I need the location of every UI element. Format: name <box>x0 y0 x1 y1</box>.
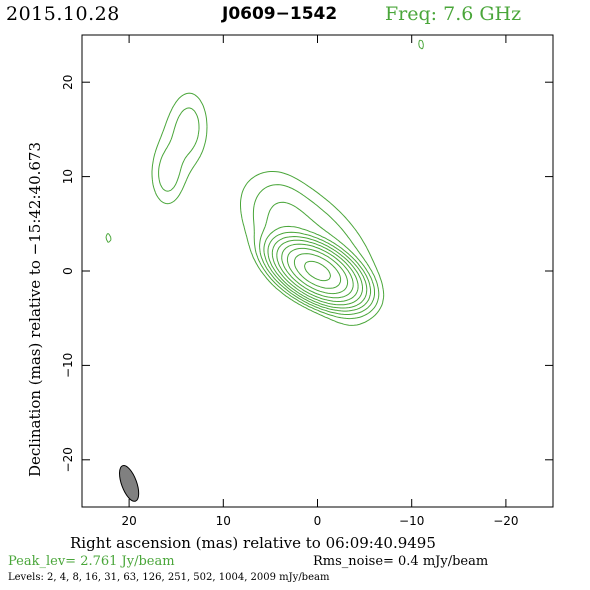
contour-level-31 <box>267 231 368 309</box>
x-tick-label: −10 <box>399 514 424 528</box>
frequency-label: Freq: 7.6 GHz <box>385 3 522 25</box>
contour-level-251 <box>281 243 354 299</box>
contour-level-63 <box>271 236 363 306</box>
beam-shape <box>119 465 140 502</box>
contour-level-2009 <box>304 260 331 282</box>
observation-date: 2015.10.28 <box>6 3 120 25</box>
peak-level: Peak_lev= 2.761 Jy/beam <box>8 554 175 569</box>
x-axis-label: Right ascension (mas) relative to 06:09:… <box>70 534 436 552</box>
contour-level-8 <box>259 201 375 315</box>
beam-ellipse <box>119 465 140 502</box>
contour-level-126 <box>276 239 359 302</box>
x-tick-label: −20 <box>493 514 518 528</box>
y-tick-label: 0 <box>61 267 75 275</box>
contour-level-16 <box>263 225 372 312</box>
y-axis-label: Declination (mas) relative to −15:42:40.… <box>26 142 44 477</box>
axis-ticks: 20 10 0 −10 −20 20 10 0 −10 −20 <box>61 35 553 528</box>
x-tick-label: 10 <box>216 514 231 528</box>
contour-level-2 <box>105 39 424 326</box>
contour-level-4 <box>158 107 380 320</box>
x-tick-label: 0 <box>314 514 322 528</box>
contour-lines <box>105 39 424 326</box>
y-tick-label: −10 <box>61 353 75 378</box>
y-tick-label: 10 <box>61 169 75 184</box>
x-tick-label: 20 <box>121 514 136 528</box>
source-name: J0609−1542 <box>222 4 338 24</box>
y-tick-label: −20 <box>61 447 75 472</box>
rms-noise: Rms_noise= 0.4 mJy/beam <box>313 554 489 569</box>
y-tick-label: 20 <box>61 75 75 90</box>
plot-frame <box>81 34 554 508</box>
contour-level-502 <box>286 247 349 295</box>
contour-levels: Levels: 2, 4, 8, 16, 31, 63, 126, 251, 5… <box>8 572 330 583</box>
contour-level-1004 <box>293 253 342 289</box>
